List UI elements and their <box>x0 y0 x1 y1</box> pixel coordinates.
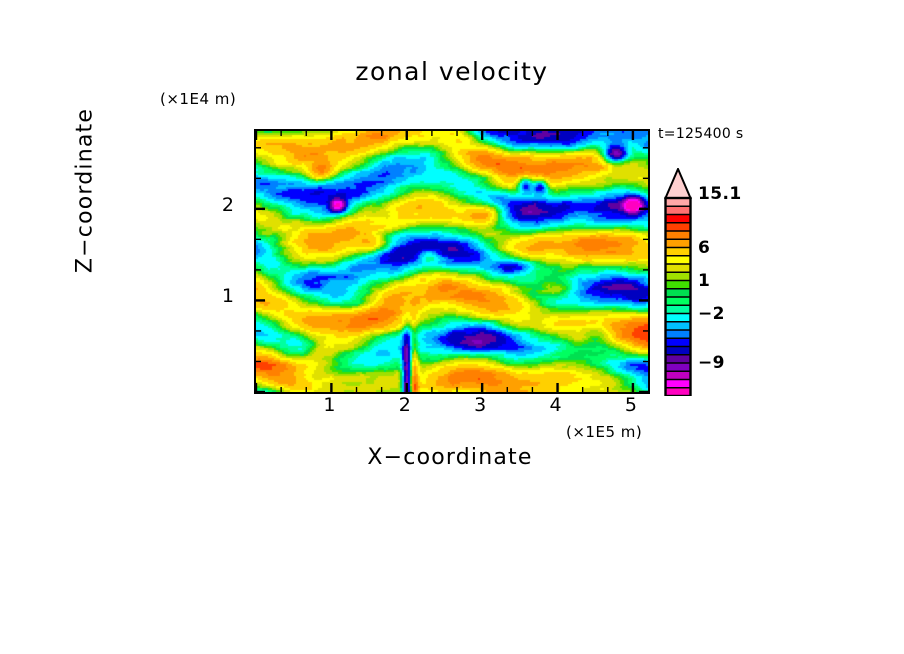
colorbar[interactable]: 15.1 6 1 −2 −9 <box>664 168 774 396</box>
contour-field <box>256 131 648 392</box>
colorbar-swatches <box>664 168 692 396</box>
x-tick-label: 4 <box>549 394 562 416</box>
y-axis-unit-label: (×1E4 m) <box>160 90 237 108</box>
x-axis-label: X−coordinate <box>367 445 533 470</box>
colorbar-tick-label: 1 <box>698 270 711 291</box>
colorbar-tick-label: 6 <box>698 237 711 258</box>
x-tick-label: 5 <box>624 394 637 416</box>
plot-area[interactable] <box>254 129 650 394</box>
colorbar-tick-label: 15.1 <box>698 184 742 204</box>
axis-tick-marks <box>254 131 648 394</box>
page-title: zonal velocity <box>355 57 549 86</box>
y-tick-label: 2 <box>221 193 234 216</box>
x-tick-label: 2 <box>398 394 411 416</box>
timestamp-label: t=125400 s <box>658 126 744 142</box>
y-axis-label: Z−coordinate <box>72 107 98 274</box>
y-tick-label: 1 <box>221 285 234 308</box>
colorbar-tick-label: −9 <box>698 353 725 373</box>
x-tick-label: 3 <box>474 394 487 416</box>
colorbar-tick-label: −2 <box>698 303 725 324</box>
x-axis-unit-label: (×1E5 m) <box>566 423 643 441</box>
x-tick-label: 1 <box>323 394 336 416</box>
